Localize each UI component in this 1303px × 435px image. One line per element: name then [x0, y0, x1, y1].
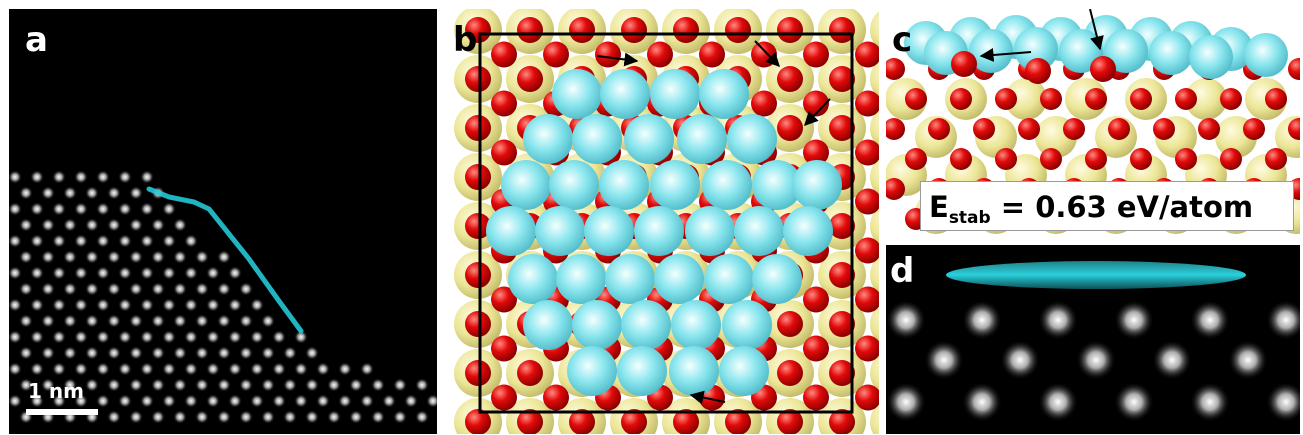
arrow-indicator — [754, 40, 780, 68]
arrow-indicator — [596, 52, 639, 67]
stem-atom-columns — [886, 300, 1300, 422]
panel-label-d: d — [890, 251, 915, 291]
panel-b-top-view-model: b — [447, 9, 879, 434]
top-view-atomic-model — [454, 9, 879, 434]
panel-c-side-view-model: c Estab = 0.63 eV/atom — [886, 9, 1300, 241]
energy-value: = 0.63 eV/atom — [990, 190, 1254, 224]
surface-layer-highlight — [946, 261, 1246, 289]
panel-label-a: a — [25, 20, 48, 60]
stem-atom-columns — [9, 170, 437, 424]
arrow-indicator — [1089, 9, 1104, 51]
scale-bar-label: 1 nm — [28, 379, 84, 403]
surface-layer-highlight — [146, 186, 304, 334]
stem-lattice-image — [9, 170, 437, 424]
panel-a-stem-image: a 1 nm — [9, 9, 437, 434]
scale-bar — [26, 409, 98, 415]
arrow-indicator — [979, 48, 1032, 62]
unit-cell-outline — [478, 32, 854, 414]
panel-d-stem-crosssection: d — [886, 245, 1300, 434]
energy-subscript: stab — [948, 208, 991, 228]
adsorbate-layer — [904, 15, 1288, 84]
stem-crosssection-image — [886, 261, 1300, 422]
arrow-indicator — [804, 98, 831, 127]
stabilization-energy-label: Estab = 0.63 eV/atom — [920, 181, 1294, 231]
arrow-indicator — [689, 390, 726, 405]
adsorbate-cluster — [486, 69, 842, 396]
panel-label-b: b — [453, 20, 478, 60]
panel-label-c: c — [892, 20, 913, 60]
energy-symbol: E — [929, 190, 949, 224]
